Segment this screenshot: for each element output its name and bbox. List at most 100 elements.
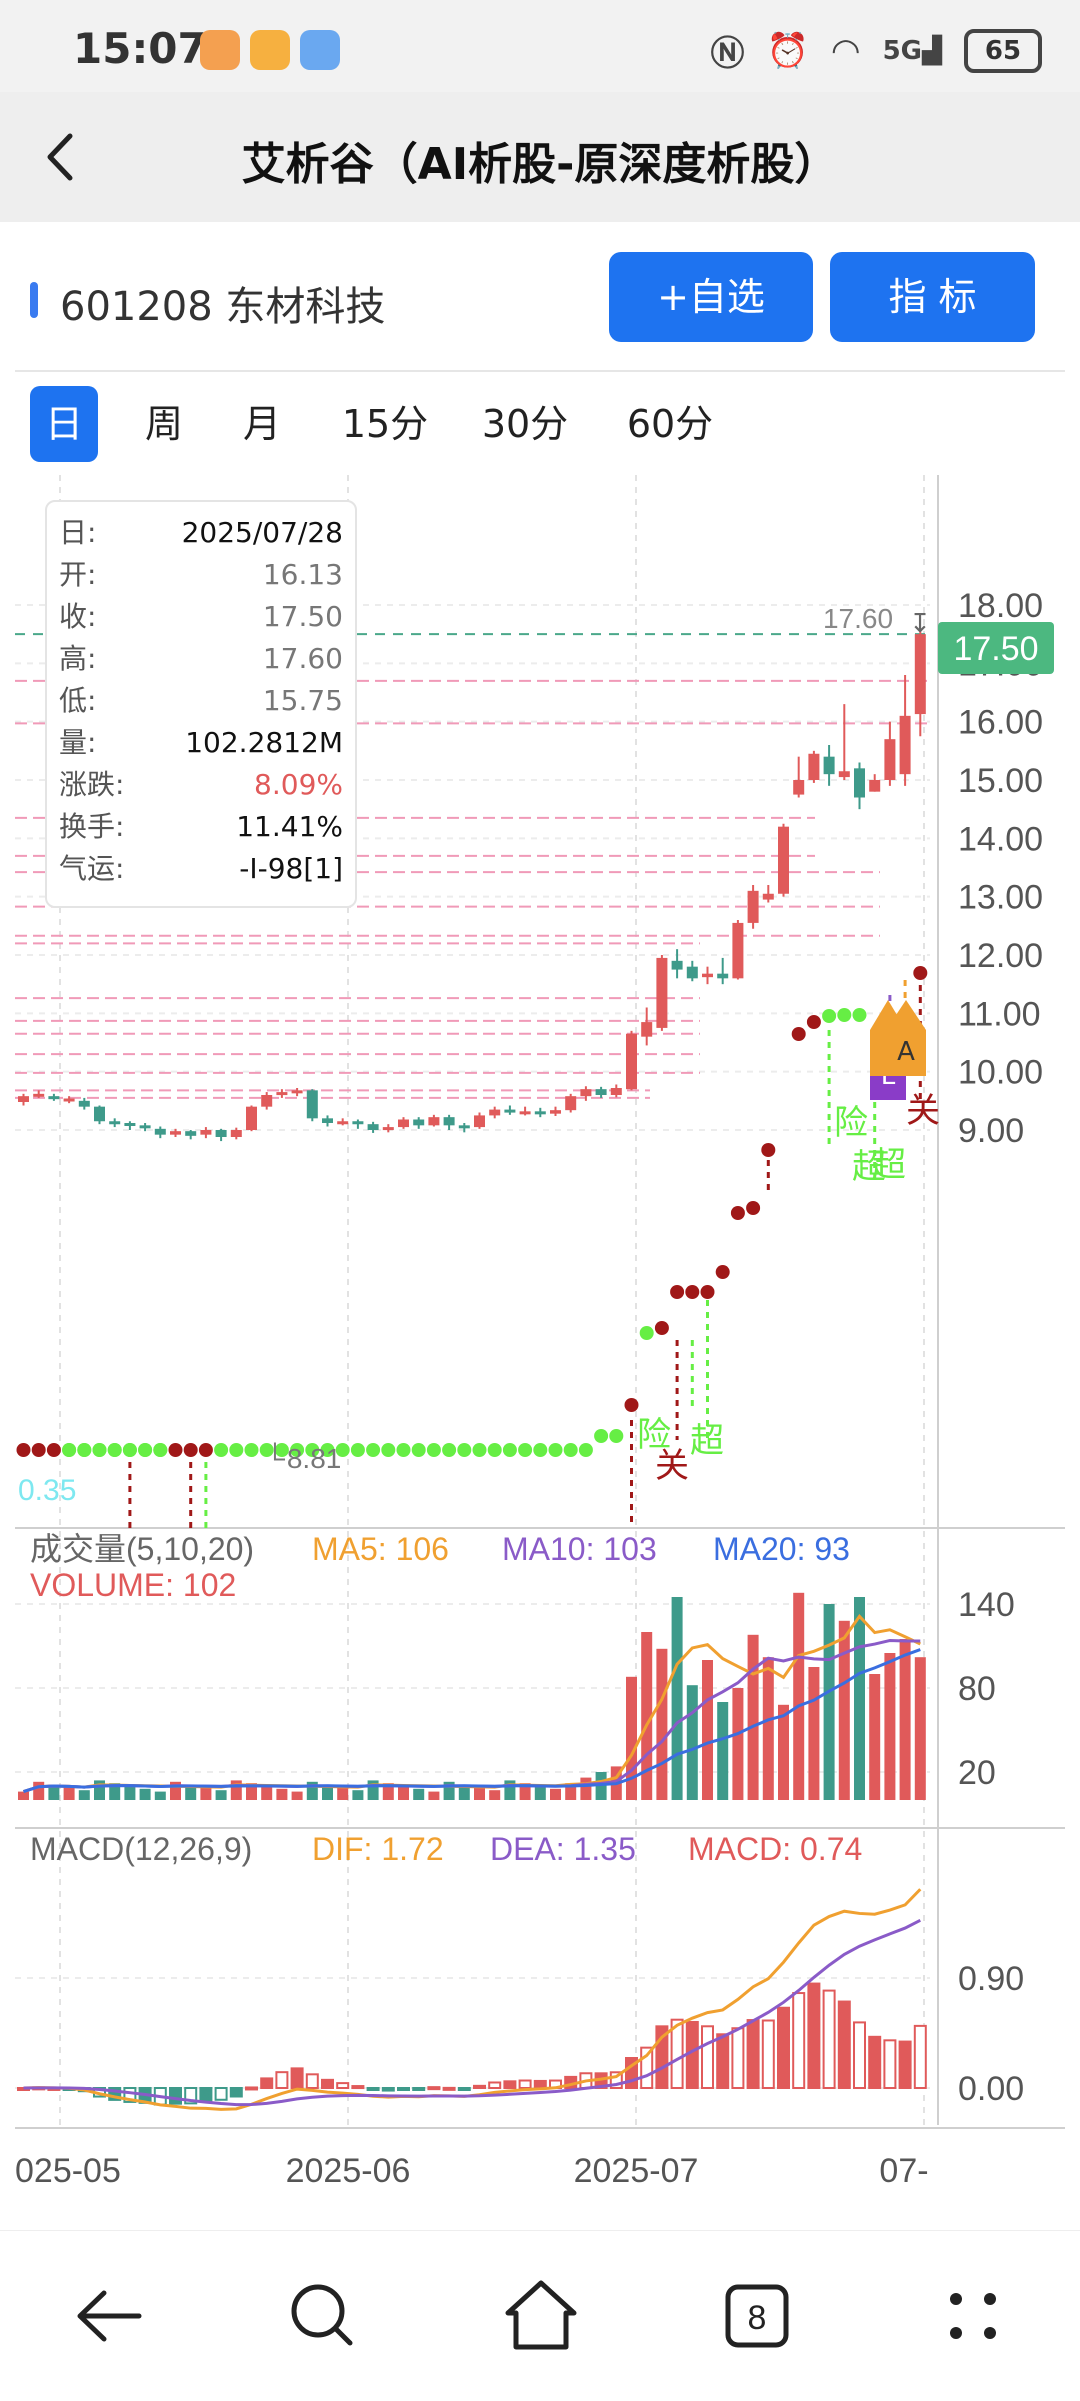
home-icon[interactable] (496, 2271, 586, 2361)
volume-bar (413, 1788, 425, 1800)
price-tick: 12.00 (958, 937, 1043, 975)
volume-ma5: MA5: 106 (312, 1531, 449, 1567)
macd-bar (366, 2087, 380, 2091)
tab-month[interactable]: 月 (242, 402, 281, 446)
signal-dots (16, 966, 928, 1528)
tabs-icon[interactable]: 8 (712, 2271, 802, 2361)
info-label: 气运: (59, 852, 125, 885)
candle-body (747, 890, 759, 923)
volume-bar (641, 1632, 653, 1800)
signal-text: 关 (655, 1446, 689, 1486)
info-row: 气运: -Ⅰ-98[1] (59, 848, 343, 890)
signal-dot (290, 1443, 305, 1457)
back-icon[interactable] (64, 2271, 154, 2361)
search-icon[interactable] (278, 2271, 368, 2361)
candle-body (458, 1125, 470, 1129)
volume-bar (595, 1772, 607, 1800)
macd-bar (837, 2000, 851, 2090)
volume-value: VOLUME: 102 (30, 1567, 236, 1603)
signal-dot (791, 1027, 806, 1041)
menu-icon[interactable] (928, 2271, 1018, 2361)
info-row: 涨跌: 8.09% (59, 764, 343, 806)
indicator-left-label: 0.35 (18, 1474, 76, 1507)
macd-bar (883, 2039, 897, 2090)
volume-bar (48, 1784, 60, 1800)
macd-bar (381, 2087, 395, 2092)
volume-bar (565, 1783, 577, 1800)
macd-bar (473, 2084, 486, 2089)
volume-bar (854, 1597, 865, 1800)
volume-tick: 20 (958, 1754, 996, 1792)
candle-body (793, 780, 805, 795)
candle-body (854, 768, 865, 798)
volume-title: 成交量(5,10,20) (30, 1531, 254, 1567)
volume-bar (291, 1791, 303, 1800)
date-tick: 025-05 (15, 2152, 121, 2190)
macd-axis: 0.90 0.00 (15, 1960, 1024, 2108)
volume-bar (261, 1786, 273, 1800)
signal-dot (457, 1443, 472, 1457)
macd-bar (275, 2071, 289, 2089)
signal-dot (670, 1285, 685, 1299)
candle-body (686, 966, 698, 979)
volume-bar (398, 1786, 409, 1800)
signal-dot (46, 1443, 61, 1457)
macd-bar (169, 2087, 182, 2105)
signal-text: 超 (690, 1421, 724, 1461)
signal-dot (16, 1443, 31, 1457)
signal-dot (806, 1015, 821, 1029)
date-axis: 025-05 2025-06 2025-07 07- (15, 2152, 929, 2190)
wifi-icon: ◠ (830, 30, 861, 71)
candle-body (170, 1131, 181, 1135)
tab-day[interactable]: 日 (30, 386, 98, 462)
indicator-button[interactable]: 指 标 (830, 252, 1035, 342)
candle-body (276, 1092, 288, 1096)
signal-dot (198, 1443, 213, 1457)
candle-body (914, 634, 926, 715)
candle-body (595, 1089, 607, 1095)
back-arrow-icon[interactable] (36, 122, 96, 192)
date-tick: 07- (879, 2152, 928, 2190)
info-label: 低: (59, 684, 97, 717)
tab-15min[interactable]: 15分 (341, 402, 429, 446)
tab-60min[interactable]: 60分 (626, 402, 714, 446)
candle-body (428, 1117, 440, 1126)
candle-body (139, 1125, 151, 1129)
candlesticks (18, 628, 926, 1142)
signal-dot (837, 1008, 852, 1022)
candle-body (352, 1121, 364, 1125)
signal-icon: 5G▟ (882, 35, 942, 66)
macd-bar (351, 2085, 365, 2090)
signal-dot (746, 1201, 761, 1215)
candle-body (884, 739, 896, 780)
signal-dot (350, 1443, 365, 1457)
price-tick: 13.00 (958, 879, 1043, 917)
volume-bar (732, 1688, 744, 1800)
volume-bar (443, 1781, 455, 1800)
candle-body (124, 1123, 136, 1126)
signal-text: 超 (852, 1147, 886, 1187)
signal-dot (563, 1443, 578, 1457)
signal-dot (92, 1443, 107, 1457)
macd-lines (23, 1888, 922, 2111)
volume-bar (185, 1784, 197, 1800)
candle-body (702, 973, 713, 978)
candle-body (94, 1106, 105, 1122)
tab-30min[interactable]: 30分 (481, 402, 569, 446)
tab-week[interactable]: 周 (144, 402, 183, 446)
add-watchlist-button[interactable]: +自选 (609, 252, 813, 342)
candle-body (869, 780, 881, 792)
volume-bar (793, 1592, 805, 1800)
macd-bar (822, 1989, 836, 2090)
info-label: 日: (59, 516, 97, 549)
macd-title: MACD(12,26,9) (30, 1831, 252, 1867)
volume-bar (519, 1783, 531, 1800)
volume-bars (18, 1592, 926, 1800)
signal-dot (442, 1443, 457, 1457)
macd-value: MACD: 0.74 (688, 1831, 862, 1867)
info-value: 17.50 (262, 600, 343, 633)
macd-bar (229, 2087, 243, 2098)
volume-bar (747, 1634, 759, 1800)
macd-bar (457, 2087, 471, 2091)
info-row: 量: 102.2812M (59, 722, 343, 764)
